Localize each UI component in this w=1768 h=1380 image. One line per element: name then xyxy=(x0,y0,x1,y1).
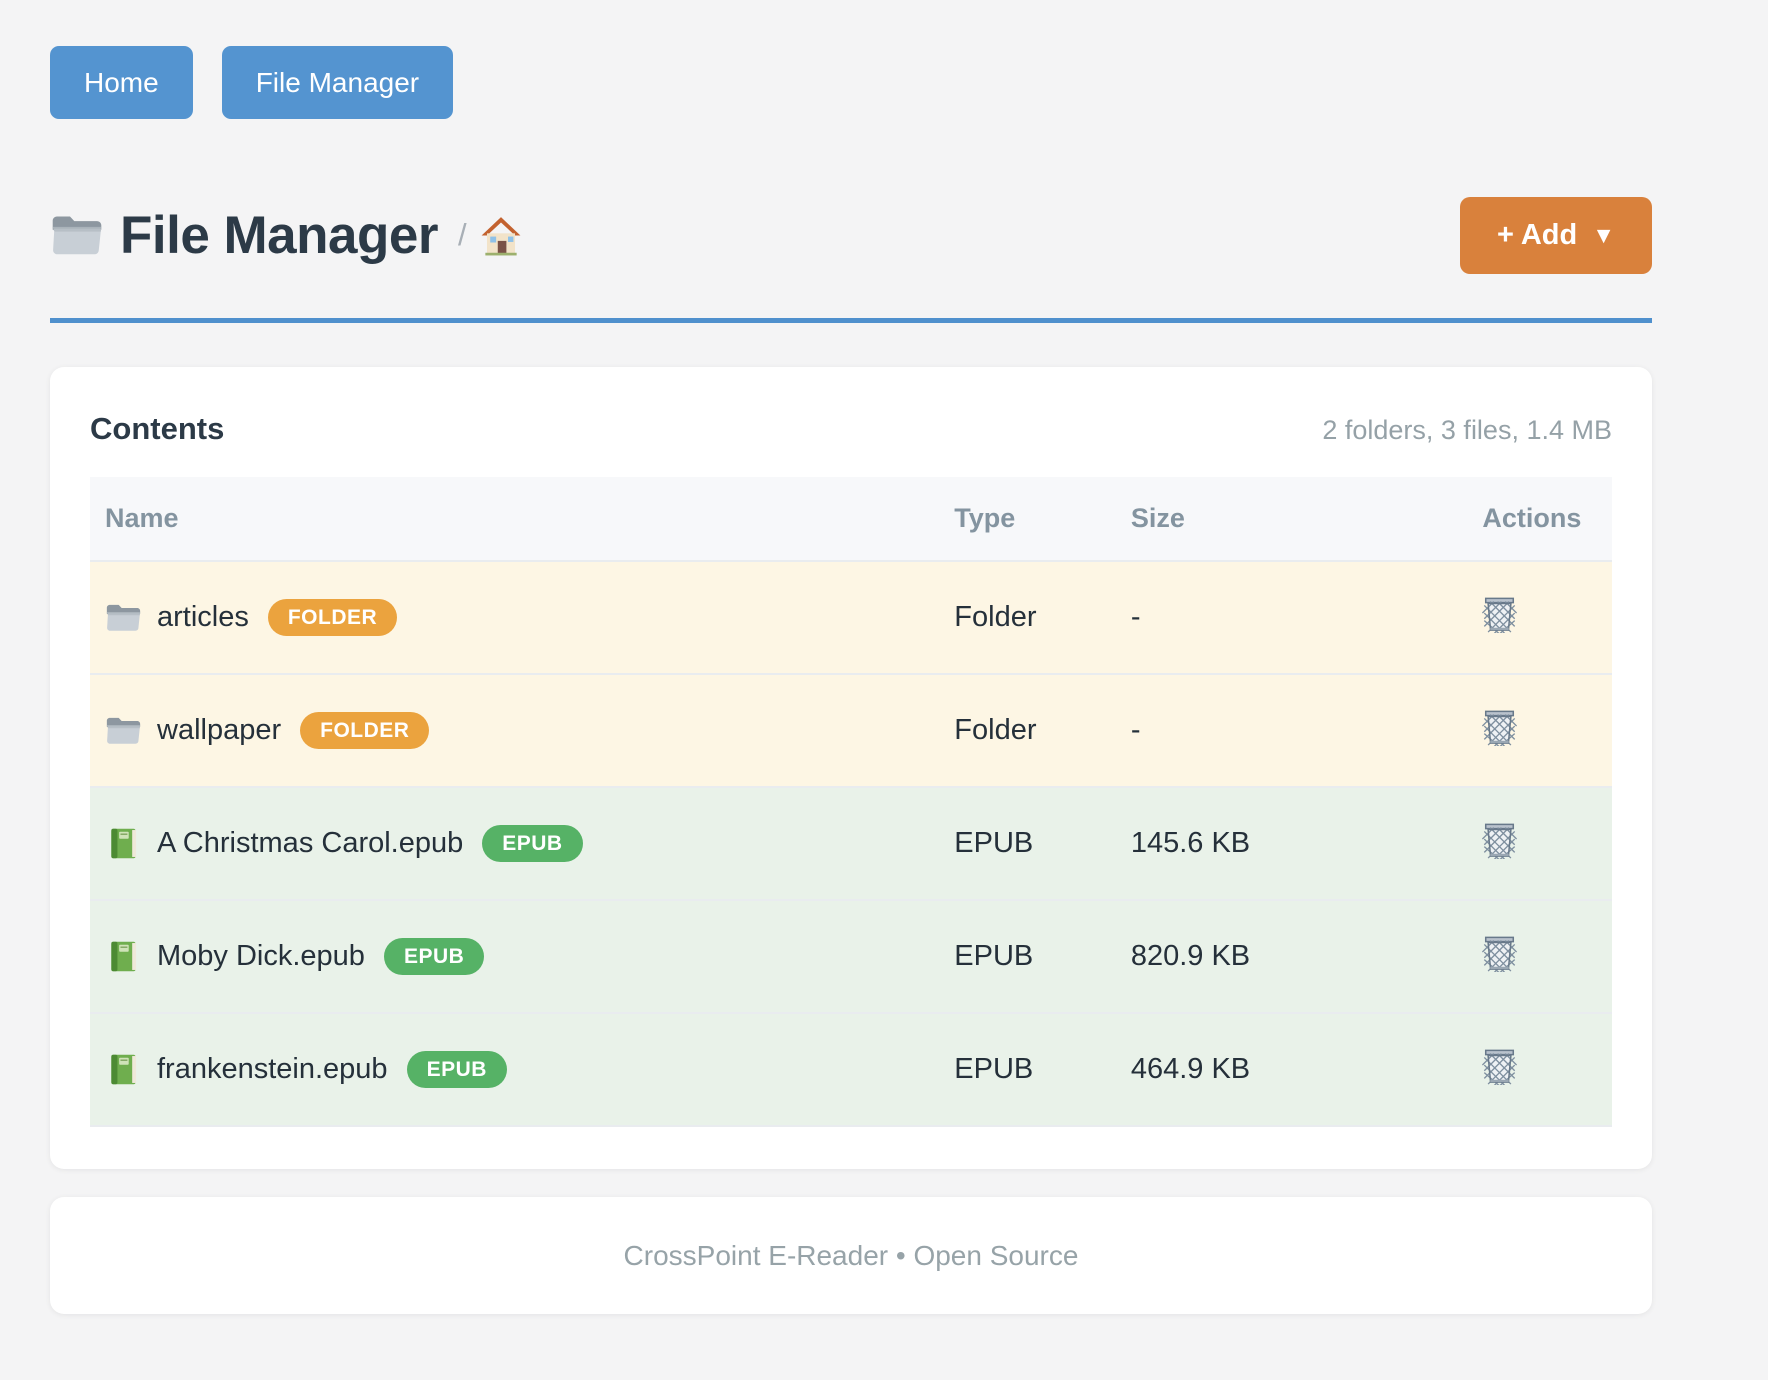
size-cell: - xyxy=(1115,673,1468,787)
contents-card: Contents 2 folders, 3 files, 1.4 MB Name… xyxy=(50,367,1652,1169)
table-row: A Christmas Carol.epub EPUB EPUB 145.6 K… xyxy=(90,786,1612,900)
footer: CrossPoint E-Reader • Open Source xyxy=(50,1197,1652,1314)
table-header-row: Name Type Size Actions xyxy=(90,477,1612,561)
page-title: File Manager xyxy=(120,205,438,265)
table-row: frankenstein.epub EPUB EPUB 464.9 KB xyxy=(90,1012,1612,1127)
folder-icon xyxy=(105,714,142,747)
file-name[interactable]: articles xyxy=(157,601,249,633)
type-badge: FOLDER xyxy=(267,599,398,636)
type-badge: EPUB xyxy=(383,938,485,975)
size-cell: 145.6 KB xyxy=(1115,786,1468,900)
delete-button[interactable] xyxy=(1482,1047,1517,1085)
header-divider xyxy=(50,318,1652,323)
delete-button[interactable] xyxy=(1482,595,1517,633)
table-body: articles FOLDER Folder - wallpaper FOLDE… xyxy=(90,560,1612,1127)
file-name[interactable]: A Christmas Carol.epub xyxy=(157,827,464,859)
type-badge: EPUB xyxy=(406,1051,507,1088)
green-book-icon xyxy=(105,827,142,860)
column-header-type: Type xyxy=(939,477,1116,561)
delete-button[interactable] xyxy=(1482,708,1517,746)
file-name[interactable]: frankenstein.epub xyxy=(157,1053,388,1085)
trash-icon xyxy=(1482,934,1517,972)
size-cell: 464.9 KB xyxy=(1115,1012,1468,1127)
house-icon[interactable] xyxy=(479,215,523,256)
footer-text: CrossPoint E-Reader • Open Source xyxy=(623,1239,1079,1271)
column-header-name: Name xyxy=(90,477,940,561)
type-badge: FOLDER xyxy=(300,712,430,749)
delete-button[interactable] xyxy=(1482,934,1517,972)
size-cell: 820.9 KB xyxy=(1115,899,1468,1013)
table-row: wallpaper FOLDER Folder - xyxy=(90,673,1612,787)
trash-icon xyxy=(1482,595,1517,633)
column-header-actions: Actions xyxy=(1467,477,1612,561)
table-row: Moby Dick.epub EPUB EPUB 820.9 KB xyxy=(90,899,1612,1013)
page: Home File Manager File Manager / + Add ▼… xyxy=(50,0,1652,1314)
type-cell: Folder xyxy=(939,560,1116,674)
home-button[interactable]: Home xyxy=(50,46,193,119)
size-cell: - xyxy=(1115,560,1468,674)
type-cell: EPUB xyxy=(939,899,1116,1013)
green-book-icon xyxy=(105,1053,142,1086)
trash-icon xyxy=(1482,821,1517,859)
breadcrumb-separator: / xyxy=(457,217,467,252)
column-header-size: Size xyxy=(1115,477,1468,561)
trash-icon xyxy=(1482,1047,1517,1085)
green-book-icon xyxy=(105,940,142,973)
add-button[interactable]: + Add ▼ xyxy=(1459,196,1652,274)
delete-button[interactable] xyxy=(1482,821,1517,859)
contents-heading: Contents xyxy=(90,411,225,446)
caret-down-icon: ▼ xyxy=(1592,221,1615,248)
type-cell: EPUB xyxy=(939,1012,1116,1127)
file-manager-button[interactable]: File Manager xyxy=(221,46,454,119)
contents-summary: 2 folders, 3 files, 1.4 MB xyxy=(1322,415,1612,445)
page-header: File Manager / + Add ▼ xyxy=(50,189,1652,281)
top-nav: Home File Manager xyxy=(50,46,1652,119)
files-table: Name Type Size Actions articles FOLDER F… xyxy=(90,477,1612,1127)
file-name[interactable]: Moby Dick.epub xyxy=(157,940,365,972)
type-cell: EPUB xyxy=(939,786,1116,900)
title-folder-icon xyxy=(50,212,104,258)
trash-icon xyxy=(1482,708,1517,746)
folder-icon xyxy=(105,601,142,634)
type-badge: EPUB xyxy=(482,825,583,862)
file-name[interactable]: wallpaper xyxy=(157,714,282,746)
add-button-label: + Add xyxy=(1496,218,1578,251)
table-row: articles FOLDER Folder - xyxy=(90,560,1612,674)
type-cell: Folder xyxy=(939,673,1116,787)
